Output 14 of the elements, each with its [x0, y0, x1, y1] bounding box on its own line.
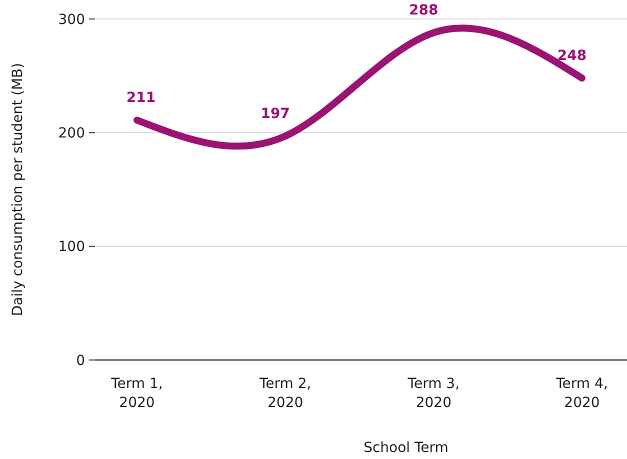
x-tick-label: Term 3, 2020 [406, 376, 460, 411]
data-label: 197 [260, 106, 290, 122]
x-tick-label: Term 1, 2020 [110, 376, 163, 411]
y-tick-label: 0 [76, 352, 85, 369]
data-label: 211 [126, 90, 156, 106]
y-axis-title: Daily consumption per student (MB) [10, 62, 26, 316]
x-tick-label: Term 4, 2020 [555, 376, 608, 411]
data-label: 248 [557, 48, 587, 64]
y-tick-label: 100 [58, 239, 85, 256]
y-tick-label: 200 [58, 126, 85, 142]
y-tick-label: 300 [58, 12, 85, 28]
x-tick-label: Term 2, 2020 [258, 376, 312, 411]
x-axis-title: School Term [364, 440, 448, 456]
data-label: 288 [409, 2, 438, 19]
